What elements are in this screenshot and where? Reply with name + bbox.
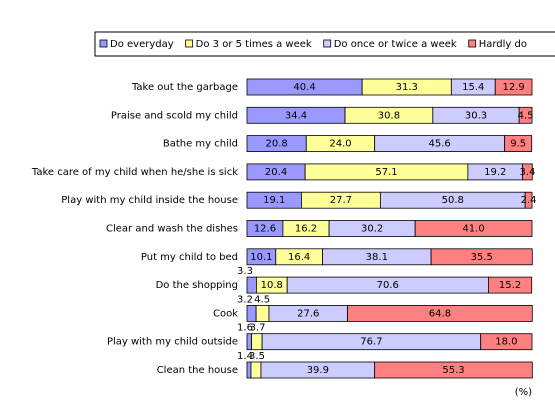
category-label: Praise and scold my child xyxy=(111,110,238,121)
value-label: 50.8 xyxy=(442,195,464,206)
bar-segment xyxy=(374,361,533,379)
bar-segment xyxy=(414,220,533,237)
category-label: Clean the house xyxy=(157,365,238,376)
value-label: 4.5 xyxy=(254,294,270,305)
value-label: 1.4 xyxy=(237,351,253,362)
value-label: 2.4 xyxy=(521,195,537,206)
value-label: 3.5 xyxy=(249,351,265,362)
bar-segment xyxy=(255,304,270,322)
value-label: 41.0 xyxy=(462,224,484,235)
value-label: 76.7 xyxy=(360,337,382,348)
bar-segment xyxy=(246,333,252,351)
bar-segment xyxy=(250,361,262,379)
bar-segment xyxy=(251,333,263,351)
value-label: 34.4 xyxy=(285,110,307,121)
value-label: 3.7 xyxy=(250,323,266,334)
category-label: Play with my child outside xyxy=(107,337,238,348)
value-label: 3.3 xyxy=(237,266,253,277)
value-label: 38.1 xyxy=(366,252,388,263)
value-label: 16.4 xyxy=(288,252,310,263)
value-label: 16.2 xyxy=(295,224,317,235)
value-label: 64.8 xyxy=(429,308,451,319)
category-label: Do the shopping xyxy=(156,280,238,291)
value-label: 70.6 xyxy=(377,280,399,291)
bar-segment xyxy=(524,191,533,209)
value-label: 39.9 xyxy=(307,365,329,376)
bar-segment xyxy=(522,163,533,181)
bar-segment xyxy=(246,276,257,294)
category-label: Clear and wash the dishes xyxy=(106,224,238,235)
value-label: 35.5 xyxy=(471,252,493,263)
category-label: Play with my child inside the house xyxy=(61,195,238,206)
value-label: 27.7 xyxy=(330,195,352,206)
legend-label: Do everyday xyxy=(110,39,174,50)
value-label: 45.6 xyxy=(429,139,451,150)
value-label: 40.4 xyxy=(293,82,315,93)
value-label: 30.3 xyxy=(465,110,487,121)
legend-label: Do once or twice a week xyxy=(334,39,457,50)
legend-swatch xyxy=(185,39,194,48)
category-label: Cook xyxy=(213,308,238,319)
bar-segment xyxy=(246,361,252,379)
legend-label: Hardly do xyxy=(479,39,527,50)
bar-segment xyxy=(487,276,533,294)
bar-segment xyxy=(246,304,257,322)
legend-label: Do 3 or 5 times a week xyxy=(196,39,312,50)
category-label: Bathe my child xyxy=(163,139,238,150)
value-label: 24.0 xyxy=(329,139,351,150)
value-label: 15.4 xyxy=(462,82,484,93)
value-label: 19.1 xyxy=(263,195,285,206)
value-label: 55.3 xyxy=(442,365,464,376)
category-label: Put my child to bed xyxy=(141,252,238,263)
value-label: 3.4 xyxy=(519,167,535,178)
value-label: 10.8 xyxy=(261,280,283,291)
value-label: 19.2 xyxy=(484,167,506,178)
value-label: 10.1 xyxy=(250,252,272,263)
legend-swatch xyxy=(323,39,332,48)
bar-segment xyxy=(518,106,533,124)
bar-segment xyxy=(504,135,533,153)
value-label: 31.3 xyxy=(396,82,418,93)
value-label: 20.8 xyxy=(266,139,288,150)
value-label: 18.0 xyxy=(495,337,517,348)
value-label: 30.2 xyxy=(361,224,383,235)
value-label: 20.4 xyxy=(265,167,287,178)
value-label: 4.5 xyxy=(518,110,534,121)
bar-segment xyxy=(494,78,533,96)
value-label: 30.8 xyxy=(378,110,400,121)
bar-segment xyxy=(430,248,533,266)
value-label: 12.9 xyxy=(502,82,524,93)
value-label: 57.1 xyxy=(375,167,397,178)
unit-label: (%) xyxy=(515,387,532,398)
value-label: 27.6 xyxy=(297,308,319,319)
category-label: Take care of my child when he/she is sic… xyxy=(31,167,238,178)
value-label: 12.6 xyxy=(254,224,276,235)
value-label: 9.5 xyxy=(510,139,526,150)
category-label: Take out the garbage xyxy=(131,82,238,93)
legend-swatch xyxy=(468,39,477,48)
value-label: 3.2 xyxy=(237,294,253,305)
value-label: 1.6 xyxy=(237,323,253,334)
bar-segment xyxy=(347,304,533,322)
value-label: 15.2 xyxy=(499,280,521,291)
legend-swatch xyxy=(99,39,108,48)
bar-segment xyxy=(480,333,533,351)
